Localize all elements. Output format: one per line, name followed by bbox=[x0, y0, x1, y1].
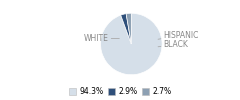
Text: HISPANIC: HISPANIC bbox=[158, 31, 199, 40]
Wedge shape bbox=[121, 14, 131, 44]
Wedge shape bbox=[101, 13, 162, 75]
Wedge shape bbox=[126, 13, 131, 44]
Text: WHITE: WHITE bbox=[84, 34, 119, 43]
Legend: 94.3%, 2.9%, 2.7%: 94.3%, 2.9%, 2.7% bbox=[69, 87, 171, 96]
Text: BLACK: BLACK bbox=[158, 40, 188, 49]
